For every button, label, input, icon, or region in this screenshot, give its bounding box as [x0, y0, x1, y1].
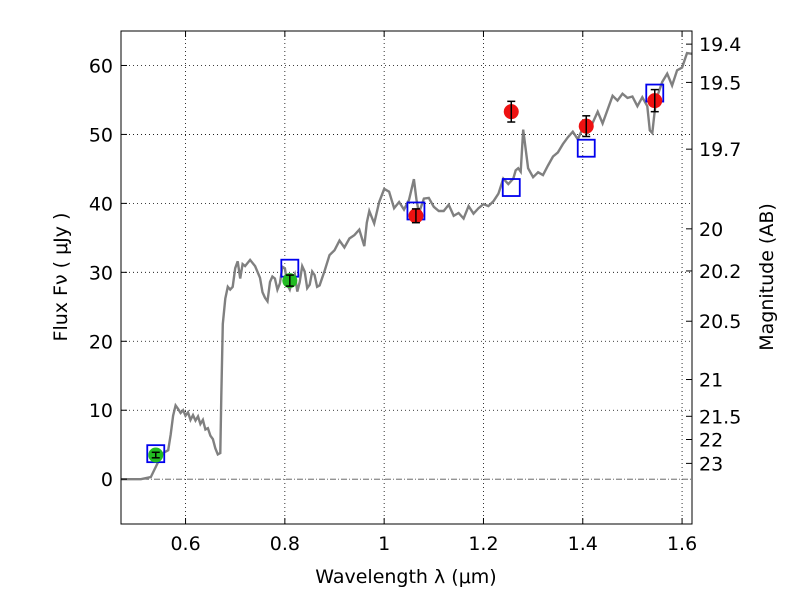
model-photometry-square	[501, 178, 521, 197]
photometry-markers	[146, 83, 665, 464]
magnitude-tick-label: 22	[699, 430, 723, 452]
magnitude-tick-label: 20.5	[699, 311, 741, 333]
y-axis-label: Flux Fν ( μJy )	[50, 213, 72, 342]
magnitude-tick-label: 19.4	[699, 34, 741, 56]
magnitude-tick-label: 21.5	[699, 406, 741, 428]
y-tick-label: 30	[89, 262, 113, 284]
axis-ticks	[121, 31, 692, 524]
model-photometry-square	[576, 138, 596, 158]
x-tick-label: 1.6	[667, 533, 697, 555]
y-tick-label: 20	[89, 331, 113, 353]
x-tick-label: 0.6	[170, 533, 200, 555]
x-tick-label: 0.8	[270, 533, 300, 555]
magnitude-tick-label: 19.7	[699, 139, 741, 161]
x-axis-label: Wavelength λ (μm)	[315, 566, 496, 588]
y-tick-label: 10	[89, 400, 113, 422]
magnitude-axis-label: Magnitude (AB)	[756, 203, 778, 351]
y-tick-label: 60	[89, 55, 113, 77]
magnitude-tick-label: 20	[699, 219, 723, 241]
x-tick-label: 1.2	[468, 533, 498, 555]
magnitude-tick-label: 20.2	[699, 261, 741, 283]
magnitude-tick-label: 23	[699, 453, 723, 475]
x-tick-label: 1.4	[568, 533, 598, 555]
magnitude-tick-label: 21	[699, 370, 723, 392]
x-tick-label: 1	[378, 533, 390, 555]
y-tick-label: 0	[101, 469, 113, 491]
y-tick-label: 40	[89, 193, 113, 215]
magnitude-tick-label: 19.5	[699, 72, 741, 94]
plot-frame	[120, 30, 693, 525]
y-tick-label: 50	[89, 124, 113, 146]
